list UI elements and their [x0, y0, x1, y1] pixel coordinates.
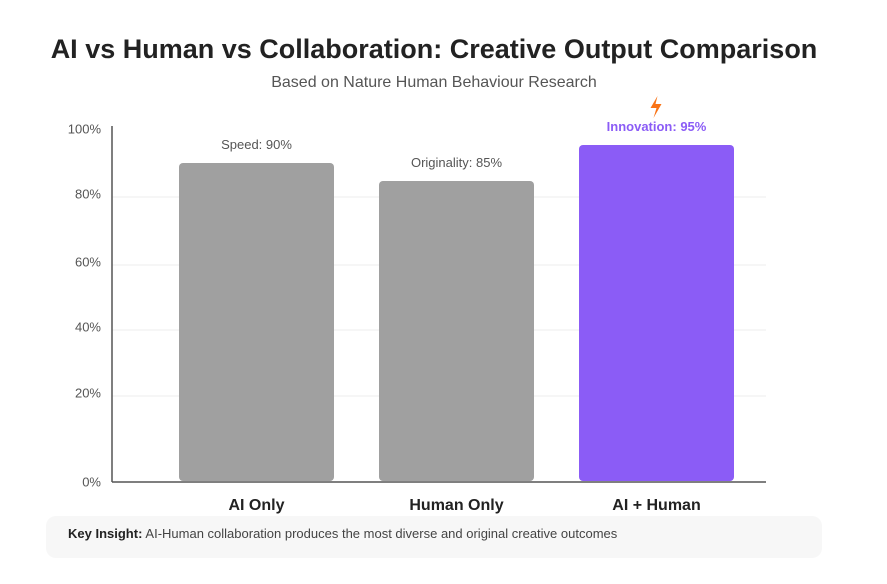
axes: [111, 126, 766, 483]
bar-ai-human: [579, 145, 734, 481]
key-insight-text: AI-Human collaboration produces the most…: [145, 526, 618, 541]
chart-title: AI vs Human vs Collaboration: Creative O…: [50, 34, 818, 64]
key-insight-label: Key Insight:: [68, 526, 143, 541]
y-tick-label: 100%: [68, 121, 102, 136]
bar-human-only: [379, 181, 534, 481]
y-tick-label: 60%: [75, 254, 101, 269]
x-category-label: AI Only: [228, 497, 284, 514]
y-tick-labels: 0% 20% 40% 60% 80% 100%: [68, 121, 102, 489]
data-label: Speed: 90%: [221, 137, 292, 152]
lightning-bolt-icon: [650, 96, 662, 118]
x-category-label: Human Only: [409, 497, 503, 514]
y-tick-label: 40%: [75, 319, 101, 334]
bars: Speed: 90% AI Only Originality: 85% Human O…: [179, 96, 734, 514]
bar-ai-only: [179, 163, 334, 481]
x-category-label: AI + Human: [612, 497, 700, 514]
data-label: Innovation: 95%: [607, 119, 707, 134]
y-tick-label: 20%: [75, 385, 101, 400]
key-insight-box: Key Insight: AI-Human collaboration produ…: [46, 516, 822, 558]
chart-subtitle: Based on Nature Human Behaviour Research: [271, 74, 597, 91]
y-tick-label: 0%: [82, 474, 101, 489]
y-tick-label: 80%: [75, 186, 101, 201]
data-label: Originality: 85%: [411, 155, 502, 170]
